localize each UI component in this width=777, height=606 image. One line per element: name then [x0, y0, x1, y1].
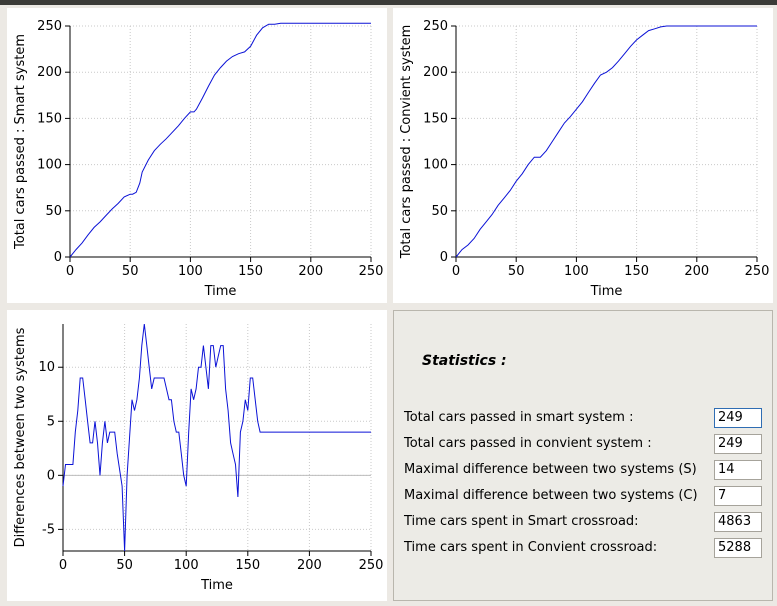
y-tick-label: 50 [45, 204, 62, 219]
difference-chart: 0 50 100 150 200 250 -5 0 5 10 Time Differences bet… [13, 323, 384, 593]
difference-chart-panel: 0 50 100 150 200 250 -5 0 5 10 Time Differences bet… [7, 310, 387, 601]
smart-system-chart: 0 50 100 150 200 250 0 50 100 150 200 250 Time Total … [13, 19, 384, 299]
smart-total-field[interactable]: 249 [714, 408, 762, 428]
x-axis-label: Time [204, 284, 237, 299]
y-tick-label: 250 [423, 19, 448, 34]
stat-row-max-diff-convient: Maximal difference between two systems (… [394, 486, 774, 508]
x-tick-label: 200 [297, 558, 322, 573]
x-tick-label: 50 [508, 264, 525, 279]
x-tick-label: 100 [174, 558, 199, 573]
x-axis-label: Time [200, 578, 233, 593]
statistics-title: Statistics : [422, 353, 507, 369]
y-tick-label: 0 [440, 250, 448, 265]
y-tick-label: 150 [423, 111, 448, 126]
x-tick-label: 50 [116, 558, 133, 573]
y-tick-label: 50 [431, 204, 448, 219]
series-line [455, 25, 757, 258]
x-tick-label: 0 [452, 264, 460, 279]
series-line [62, 323, 371, 552]
x-tick-label: 250 [745, 264, 770, 279]
convient-system-chart: 0 50 100 150 200 250 0 50 100 150 200 250 Time Total … [399, 19, 770, 299]
x-tick-label: 0 [59, 558, 67, 573]
series-line [69, 22, 371, 258]
time-convient-field[interactable]: 5288 [714, 538, 762, 558]
stat-label: Time cars spent in Smart crossroad: [404, 514, 639, 529]
y-tick-label: 0 [54, 250, 62, 265]
stat-label: Maximal difference between two systems (… [404, 462, 697, 477]
max-diff-smart-field[interactable]: 14 [714, 460, 762, 480]
x-tick-label: 150 [624, 264, 649, 279]
x-axis-label: Time [590, 284, 623, 299]
time-smart-field[interactable]: 4863 [714, 512, 762, 532]
y-tick-label: 150 [37, 111, 62, 126]
y-tick-label: 250 [37, 19, 62, 34]
y-tick-label: 100 [37, 158, 62, 173]
x-tick-label: 250 [359, 558, 384, 573]
y-tick-label: 200 [423, 65, 448, 80]
smart-system-chart-panel: 0 50 100 150 200 250 0 50 100 150 200 250 Time Total … [7, 8, 387, 303]
x-tick-label: 150 [238, 264, 263, 279]
stat-row-time-convient: Time cars spent in Convient crossroad: 5… [394, 538, 774, 560]
convient-total-field[interactable]: 249 [714, 434, 762, 454]
stat-row-convient-total: Total cars passed in convient system : 2… [394, 434, 774, 456]
x-tick-label: 200 [298, 264, 323, 279]
stat-row-time-smart: Time cars spent in Smart crossroad: 4863 [394, 512, 774, 534]
stat-label: Time cars spent in Convient crossroad: [404, 540, 658, 555]
y-tick-label: 200 [37, 65, 62, 80]
convient-system-chart-panel: 0 50 100 150 200 250 0 50 100 150 200 250 Time Total … [393, 8, 773, 303]
stat-row-smart-total: Total cars passed in smart system : 249 [394, 408, 774, 430]
stat-label: Total cars passed in convient system : [404, 436, 652, 451]
x-tick-label: 0 [66, 264, 74, 279]
y-tick-label: 100 [423, 158, 448, 173]
x-tick-label: 50 [122, 264, 139, 279]
x-tick-label: 100 [178, 264, 203, 279]
y-tick-label: -5 [42, 522, 55, 537]
max-diff-convient-field[interactable]: 7 [714, 486, 762, 506]
y-axis-label: Total cars passed : Convient system [399, 25, 414, 260]
x-tick-label: 100 [564, 264, 589, 279]
y-axis-label: Differences between two systems [13, 327, 28, 547]
stat-label: Maximal difference between two systems (… [404, 488, 698, 503]
y-tick-label: 5 [47, 414, 55, 429]
x-tick-label: 250 [359, 264, 384, 279]
stat-label: Total cars passed in smart system : [404, 410, 634, 425]
window-top-strip [0, 0, 777, 5]
y-tick-label: 0 [47, 468, 55, 483]
y-tick-label: 10 [38, 360, 55, 375]
x-tick-label: 150 [235, 558, 260, 573]
x-tick-label: 200 [684, 264, 709, 279]
statistics-panel: Statistics : Total cars passed in smart … [393, 310, 773, 601]
stat-row-max-diff-smart: Maximal difference between two systems (… [394, 460, 774, 482]
y-axis-label: Total cars passed : Smart system [13, 34, 28, 250]
